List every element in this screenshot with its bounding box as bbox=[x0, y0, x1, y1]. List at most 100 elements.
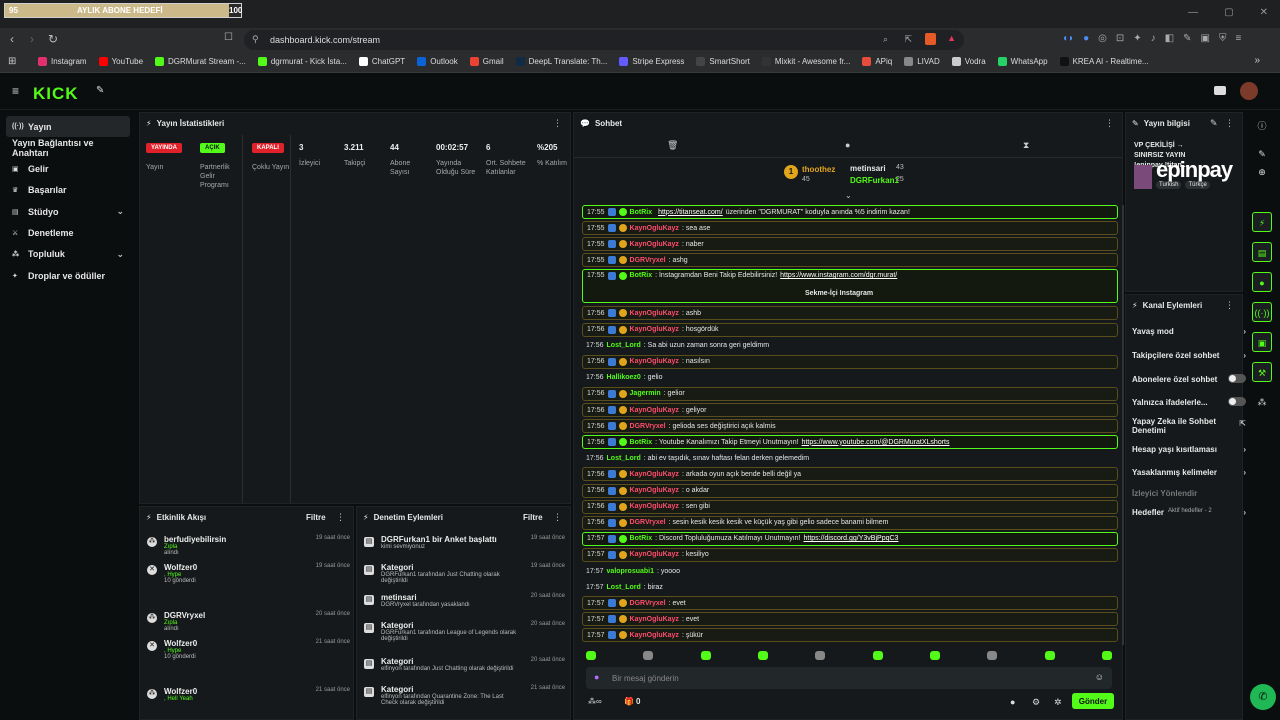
message-username[interactable]: KaynOgluKayz bbox=[629, 631, 679, 639]
apps-grid-icon[interactable]: ⊞ bbox=[8, 56, 17, 67]
menu-icon[interactable]: ≡ bbox=[1235, 33, 1242, 44]
sidebar-item[interactable]: ((·)) Yayın bbox=[6, 116, 130, 137]
channel-action-item[interactable]: Yavaş mod › bbox=[1132, 327, 1246, 336]
activity-user[interactable]: Wolfzer0 bbox=[164, 563, 198, 572]
sidebar-item[interactable]: ▤ Stüdyo ⌄ bbox=[6, 201, 130, 222]
avatar[interactable] bbox=[1240, 82, 1258, 100]
sidebar-item[interactable]: ✦ Droplar ve ödüller bbox=[6, 265, 130, 286]
bookmark-item[interactable]: ChatGPT bbox=[358, 57, 405, 66]
wallet-icon[interactable]: ▣ bbox=[1200, 33, 1210, 44]
chevron-right-icon[interactable]: › bbox=[1243, 468, 1246, 477]
emote-icon[interactable] bbox=[700, 651, 711, 660]
message-link[interactable]: https://discord.gg/Y3vBjPpqC3 bbox=[803, 535, 899, 543]
edit-stream-icon[interactable]: ✎ bbox=[1210, 118, 1218, 128]
chat-settings-bubble-icon[interactable]: ● bbox=[1010, 697, 1016, 707]
emote-icon[interactable] bbox=[757, 651, 768, 660]
emote-icon[interactable] bbox=[929, 651, 940, 660]
channel-actions-menu-icon[interactable]: ⋮ bbox=[1225, 300, 1234, 310]
message-username[interactable]: Hallikoez0 bbox=[606, 374, 641, 382]
bookmark-item[interactable]: Mixkit - Awesome fr... bbox=[761, 57, 850, 66]
moderation-filter-button[interactable]: Filtre bbox=[523, 513, 543, 522]
message-username[interactable]: KaynOgluKayz bbox=[629, 358, 679, 366]
message-username[interactable]: BotRix bbox=[629, 535, 653, 543]
moderation-menu-icon[interactable]: ⋮ bbox=[553, 512, 562, 522]
message-username[interactable]: DGRVryxel bbox=[629, 422, 666, 430]
bookmark-item[interactable]: Stripe Express bbox=[619, 57, 684, 66]
wrench-icon[interactable]: ⚒ bbox=[1252, 362, 1272, 382]
sidebar-item[interactable]: ♛ Başarılar bbox=[6, 180, 130, 201]
message-username[interactable]: Jagermin bbox=[629, 390, 661, 398]
message-link[interactable]: https://www.instagram.com/dgr.murat/ bbox=[780, 272, 898, 280]
bookmark-item[interactable]: Outlook bbox=[417, 57, 458, 66]
message-link[interactable]: https://titanseat.com/ bbox=[658, 208, 723, 216]
chevron-down-icon[interactable]: ⌄ bbox=[116, 248, 124, 259]
send-button[interactable]: Gönder bbox=[1072, 693, 1114, 709]
bookmark-item[interactable]: Gmail bbox=[469, 57, 504, 66]
chevron-right-icon[interactable]: › bbox=[1243, 351, 1246, 360]
external-link-icon[interactable]: ⇱ bbox=[1239, 419, 1246, 428]
bookmark-item[interactable]: DGRMurat Stream -... bbox=[155, 57, 246, 66]
puzzle-icon[interactable]: ✦ bbox=[1133, 33, 1142, 44]
lightning-icon[interactable]: ⚡ bbox=[1252, 212, 1272, 232]
message-username[interactable]: valoprosuabi1 bbox=[606, 567, 654, 575]
message-username[interactable]: DGRVryxel bbox=[629, 519, 666, 527]
message-username[interactable]: KaynOgluKayz bbox=[629, 406, 679, 414]
emote-icon[interactable] bbox=[1044, 651, 1055, 660]
infinity-icon[interactable]: ⁂∞ bbox=[588, 697, 602, 706]
minimize-icon[interactable]: — bbox=[1188, 7, 1199, 18]
emote-icon[interactable] bbox=[1101, 651, 1112, 660]
message-username[interactable]: BotRix bbox=[629, 208, 653, 216]
bookmark-item[interactable]: YouTube bbox=[98, 57, 143, 66]
bookmark-item[interactable]: DeepL Translate: Th... bbox=[515, 57, 607, 66]
message-username[interactable]: KaynOgluKayz bbox=[629, 326, 679, 333]
crosshair-icon[interactable]: ⊕ bbox=[1258, 167, 1266, 177]
message-icon[interactable]: ● bbox=[1252, 272, 1272, 292]
sidebar-icon[interactable]: ◧ bbox=[1164, 33, 1175, 44]
gifter-name[interactable]: DGRFurkan1 bbox=[850, 176, 899, 185]
pin-chevron-icon[interactable]: ⌄ bbox=[845, 191, 852, 200]
bookmark-item[interactable]: KREA AI - Realtime... bbox=[1059, 57, 1149, 66]
stream-info-menu-icon[interactable]: ⋮ bbox=[1225, 118, 1234, 128]
activity-user[interactable]: DGRVryxel bbox=[164, 611, 206, 620]
reload-icon[interactable]: ↻ bbox=[48, 32, 59, 46]
url-field[interactable]: ⚲ dashboard.kick.com/stream ⌕ ⇱ ▲ bbox=[244, 30, 964, 50]
share-icon[interactable]: ⇱ bbox=[904, 34, 912, 44]
activity-user[interactable]: berfudiyebilirsin bbox=[164, 535, 227, 544]
extension-icon[interactable]: ◎ bbox=[1098, 33, 1107, 44]
message-username[interactable]: DGRVryxel bbox=[629, 599, 666, 607]
message-username[interactable]: Lost_Lord bbox=[606, 342, 641, 350]
emoji-icon[interactable]: ☺ bbox=[1094, 672, 1104, 682]
hamburger-icon[interactable]: ≡ bbox=[12, 84, 20, 98]
cog-icon[interactable]: ✲ bbox=[1054, 697, 1062, 707]
pin-icon[interactable]: ✎ bbox=[96, 85, 105, 96]
activity-menu-icon[interactable]: ⋮ bbox=[336, 512, 345, 522]
shield-icon[interactable]: ⛨ bbox=[1218, 33, 1227, 44]
stream-tag[interactable]: Türkçe bbox=[1185, 181, 1210, 189]
bookmark-item[interactable]: LIVAD bbox=[904, 57, 940, 66]
bookmark-item[interactable]: SmartShort bbox=[696, 57, 750, 66]
message-username[interactable]: KaynOgluKayz bbox=[629, 487, 679, 494]
sidebar-item[interactable]: ⁂ Topluluk ⌄ bbox=[6, 244, 130, 265]
kick-logo[interactable]: KICK bbox=[33, 84, 79, 103]
note-icon[interactable]: ▤ bbox=[1252, 242, 1272, 262]
message-username[interactable]: KaynOgluKayz bbox=[629, 240, 679, 248]
channel-action-item[interactable]: Yapay Zeka ile Sohbet Denetimi ⇱ bbox=[1132, 417, 1246, 435]
chevron-down-icon[interactable]: ⌄ bbox=[116, 206, 124, 217]
toggle-switch[interactable] bbox=[1228, 397, 1246, 406]
audio-icon[interactable]: ◖◗ bbox=[1062, 33, 1075, 44]
channel-action-item[interactable]: Hedefler › Aktif hedefler - 2 bbox=[1132, 508, 1246, 517]
bookmark-item[interactable]: Instagram bbox=[38, 57, 87, 66]
emote-icon[interactable] bbox=[815, 651, 826, 660]
activity-user[interactable]: Wolfzer0 bbox=[164, 639, 198, 648]
hourglass-icon[interactable]: ⧗ bbox=[1023, 140, 1030, 150]
stream-tag[interactable]: Turkish bbox=[1156, 181, 1182, 189]
bookmark-item[interactable]: dgrmurat - Kick İsta... bbox=[257, 57, 347, 66]
message-username[interactable]: Lost_Lord bbox=[606, 454, 641, 462]
music-icon[interactable]: ♪ bbox=[1150, 33, 1156, 44]
stats-menu-icon[interactable]: ⋮ bbox=[553, 118, 562, 128]
more-bookmarks-icon[interactable]: » bbox=[1254, 55, 1260, 66]
chat-scrollbar[interactable] bbox=[1122, 205, 1124, 645]
channel-action-item[interactable]: Abonelere özel sohbet bbox=[1132, 374, 1246, 384]
info-icon[interactable]: ⓘ bbox=[1257, 121, 1267, 131]
toggle-switch[interactable] bbox=[1228, 374, 1246, 383]
